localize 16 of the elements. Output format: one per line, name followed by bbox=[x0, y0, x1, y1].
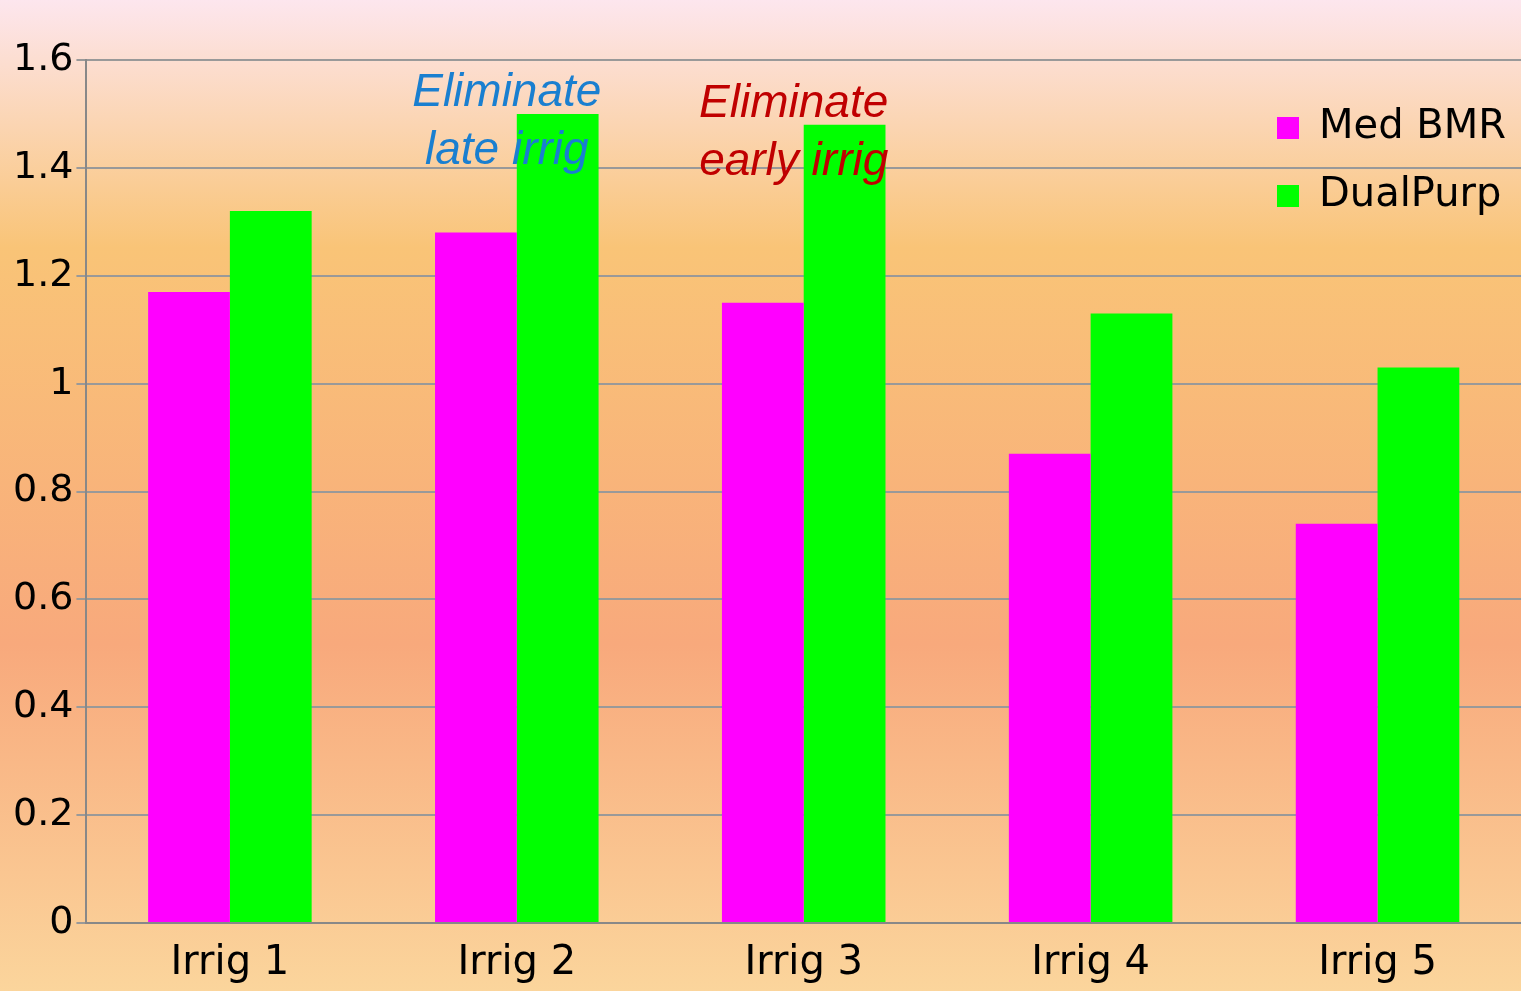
x-tick-label: Irrig 3 bbox=[744, 937, 864, 984]
x-tick-label: Irrig 1 bbox=[170, 937, 290, 984]
y-tick-label: 1.2 bbox=[13, 250, 74, 295]
y-tick-label: 0.4 bbox=[13, 682, 74, 727]
y-tick-label: 0 bbox=[49, 897, 74, 942]
x-tick-label: Irrig 2 bbox=[457, 937, 577, 984]
y-tick-label: 1.6 bbox=[13, 34, 74, 79]
y-tick-label: 1 bbox=[49, 358, 74, 403]
legend-label: DualPurp bbox=[1319, 169, 1502, 216]
y-tick-label: 0.6 bbox=[13, 574, 74, 619]
legend-label: Med BMR bbox=[1319, 101, 1507, 148]
x-tick-label: Irrig 4 bbox=[1031, 937, 1150, 984]
y-tick-label: 0.2 bbox=[13, 790, 74, 834]
y-tick-label: 1.4 bbox=[13, 142, 74, 187]
y-tick-label: 0.8 bbox=[13, 466, 74, 511]
x-tick-label: Irrig 5 bbox=[1318, 937, 1437, 984]
